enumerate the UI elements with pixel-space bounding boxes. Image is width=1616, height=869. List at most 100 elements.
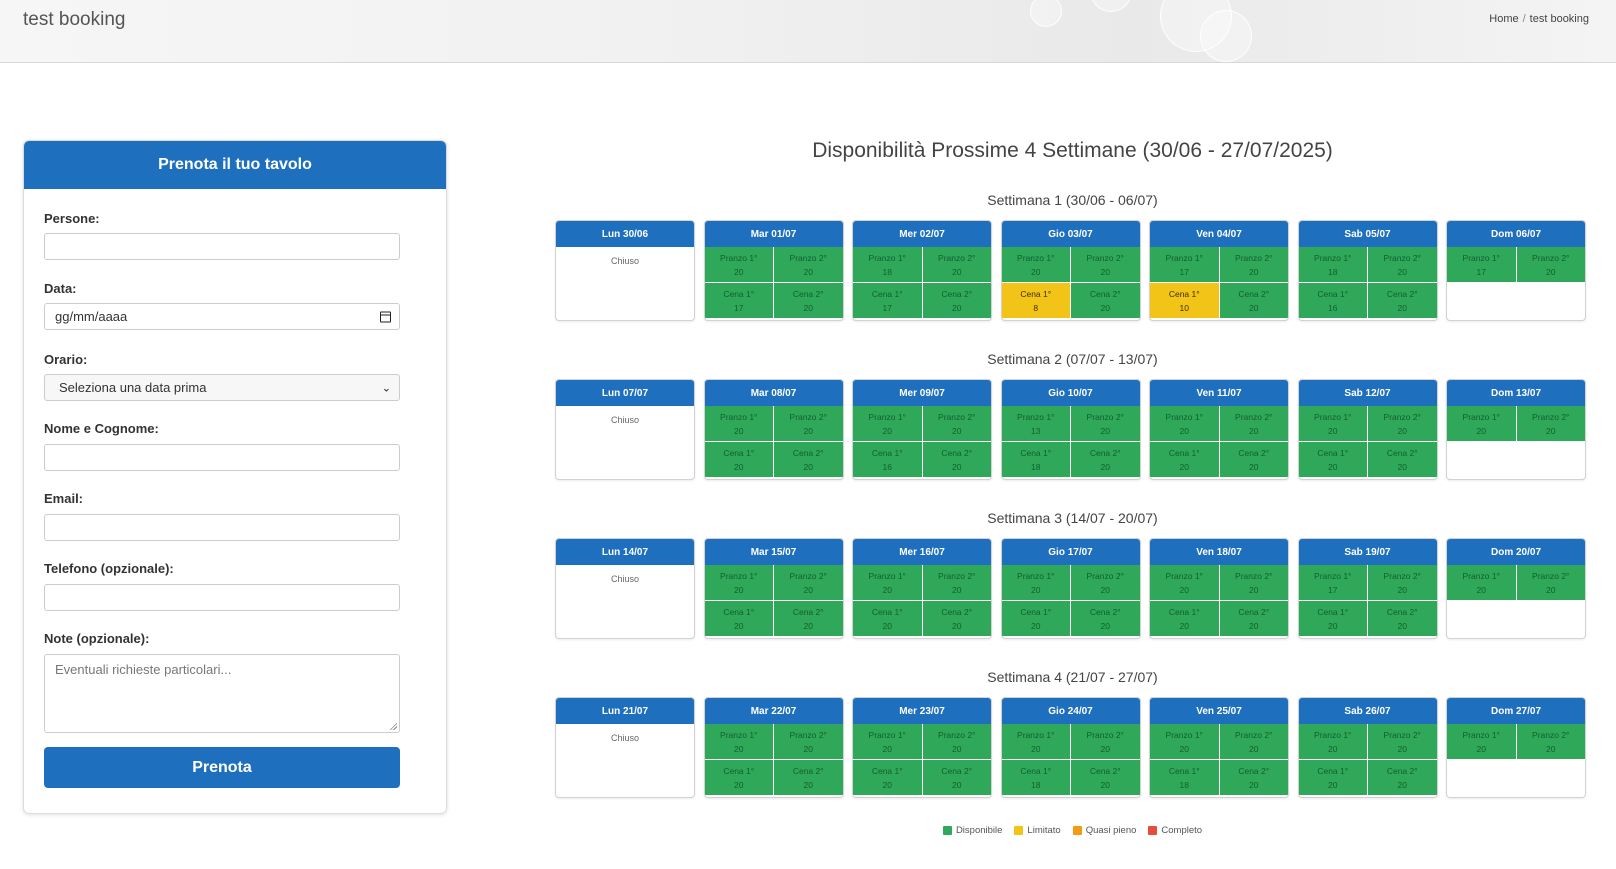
time-slot[interactable]: Pranzo 1° 20 [1447,565,1516,600]
time-slot[interactable]: Pranzo 1° 20 [853,565,922,600]
email-input[interactable] [44,514,400,541]
time-slot[interactable]: Pranzo 2° 20 [774,724,843,759]
time-slot[interactable]: Pranzo 2° 20 [1368,724,1437,759]
time-slot[interactable]: Cena 1° 20 [1298,442,1367,477]
time-slot[interactable]: Cena 1° 16 [853,442,922,477]
nome-input[interactable] [44,444,400,471]
time-slot[interactable]: Pranzo 2° 20 [1219,247,1288,282]
time-slot[interactable]: Pranzo 2° 20 [774,406,843,441]
time-slot[interactable]: Cena 2° 20 [1071,442,1140,477]
time-slot[interactable]: Pranzo 1° 20 [1150,724,1219,759]
time-slot[interactable]: Pranzo 1° 20 [1001,724,1070,759]
time-slot[interactable]: Cena 1° 20 [704,442,773,477]
time-slot[interactable]: Pranzo 2° 20 [1516,724,1585,759]
breadcrumb-home-link[interactable]: Home [1489,13,1519,25]
time-slot[interactable]: Cena 2° 20 [1368,601,1437,636]
time-slot[interactable]: Pranzo 1° 20 [1447,724,1516,759]
time-slot[interactable]: Cena 2° 20 [1219,442,1288,477]
time-slot[interactable]: Cena 2° 20 [922,283,991,318]
calendar-icon[interactable] [380,311,391,322]
time-slot[interactable]: Pranzo 1° 20 [1001,565,1070,600]
orario-select[interactable]: Seleziona una data prima ⌄ [44,374,400,401]
time-slot[interactable]: Pranzo 1° 17 [1150,247,1219,282]
time-slot[interactable]: Cena 2° 20 [922,601,991,636]
time-slot[interactable]: Pranzo 2° 20 [1368,406,1437,441]
time-slot[interactable]: Cena 2° 20 [1219,283,1288,318]
time-slot[interactable]: Cena 1° 18 [1150,760,1219,795]
time-slot[interactable]: Cena 2° 20 [774,442,843,477]
time-slot[interactable]: Cena 1° 10 [1150,283,1219,318]
slot-seats: 20 [1249,743,1259,754]
time-slot[interactable]: Pranzo 2° 20 [922,724,991,759]
time-slot[interactable]: Cena 1° 18 [1001,442,1070,477]
time-slot[interactable]: Cena 2° 20 [922,442,991,477]
time-slot[interactable]: Pranzo 2° 20 [1071,724,1140,759]
time-slot[interactable]: Pranzo 1° 20 [1001,247,1070,282]
time-slot[interactable]: Cena 1° 8 [1001,283,1070,318]
prenota-button[interactable]: Prenota [44,747,400,788]
time-slot[interactable]: Pranzo 1° 20 [704,406,773,441]
time-slot[interactable]: Pranzo 2° 20 [922,565,991,600]
time-slot[interactable]: Cena 1° 20 [1298,601,1367,636]
time-slot[interactable]: Cena 2° 20 [1219,601,1288,636]
time-slot[interactable]: Pranzo 1° 13 [1001,406,1070,441]
time-slot[interactable]: Cena 1° 20 [1298,760,1367,795]
time-slot[interactable]: Pranzo 1° 20 [704,247,773,282]
time-slot[interactable]: Pranzo 1° 20 [1447,406,1516,441]
time-slot[interactable]: Cena 2° 20 [1368,442,1437,477]
time-slot[interactable]: Pranzo 1° 18 [853,247,922,282]
time-slot[interactable]: Pranzo 2° 20 [1516,565,1585,600]
time-slot[interactable]: Cena 2° 20 [1071,283,1140,318]
persone-input[interactable] [44,233,400,260]
time-slot[interactable]: Pranzo 1° 20 [704,565,773,600]
note-textarea[interactable]: Eventuali richieste particolari... [44,654,400,733]
time-slot[interactable]: Pranzo 2° 20 [1516,247,1585,282]
time-slot[interactable]: Pranzo 1° 20 [853,406,922,441]
time-slot[interactable]: Cena 1° 20 [1150,442,1219,477]
time-slot[interactable]: Pranzo 1° 20 [704,724,773,759]
time-slot[interactable]: Pranzo 1° 18 [1298,247,1367,282]
time-slot[interactable]: Cena 2° 20 [774,283,843,318]
time-slot[interactable]: Cena 2° 20 [1219,760,1288,795]
time-slot[interactable]: Pranzo 2° 20 [1071,406,1140,441]
time-slot[interactable]: Pranzo 1° 20 [853,724,922,759]
time-slot[interactable]: Pranzo 2° 20 [1219,724,1288,759]
time-slot[interactable]: Cena 2° 20 [1368,283,1437,318]
time-slot[interactable]: Pranzo 2° 20 [1368,565,1437,600]
resize-handle-icon[interactable] [389,722,397,730]
time-slot[interactable]: Cena 2° 20 [1368,760,1437,795]
time-slot[interactable]: Cena 2° 20 [922,760,991,795]
time-slot[interactable]: Pranzo 1° 17 [1298,565,1367,600]
time-slot[interactable]: Pranzo 2° 20 [922,247,991,282]
time-slot[interactable]: Cena 1° 20 [853,760,922,795]
time-slot[interactable]: Pranzo 1° 20 [1298,724,1367,759]
time-slot[interactable]: Cena 1° 20 [704,601,773,636]
time-slot[interactable]: Cena 1° 16 [1298,283,1367,318]
time-slot[interactable]: Pranzo 2° 20 [1368,247,1437,282]
time-slot[interactable]: Pranzo 1° 17 [1447,247,1516,282]
time-slot[interactable]: Pranzo 2° 20 [1071,565,1140,600]
time-slot[interactable]: Cena 2° 20 [774,760,843,795]
time-slot[interactable]: Cena 1° 20 [1150,601,1219,636]
time-slot[interactable]: Pranzo 1° 20 [1150,565,1219,600]
telefono-input[interactable] [44,584,400,611]
time-slot[interactable]: Cena 1° 17 [853,283,922,318]
time-slot[interactable]: Pranzo 1° 20 [1150,406,1219,441]
time-slot[interactable]: Cena 1° 20 [1001,601,1070,636]
time-slot[interactable]: Cena 2° 20 [1071,601,1140,636]
time-slot[interactable]: Pranzo 2° 20 [1219,565,1288,600]
time-slot[interactable]: Pranzo 2° 20 [1071,247,1140,282]
date-input[interactable]: gg/mm/aaaa [44,303,400,330]
time-slot[interactable]: Pranzo 2° 20 [774,565,843,600]
time-slot[interactable]: Cena 1° 20 [704,760,773,795]
time-slot[interactable]: Pranzo 2° 20 [1516,406,1585,441]
time-slot[interactable]: Cena 1° 18 [1001,760,1070,795]
time-slot[interactable]: Cena 2° 20 [774,601,843,636]
time-slot[interactable]: Cena 1° 20 [853,601,922,636]
time-slot[interactable]: Pranzo 2° 20 [774,247,843,282]
time-slot[interactable]: Cena 2° 20 [1071,760,1140,795]
time-slot[interactable]: Pranzo 2° 20 [1219,406,1288,441]
time-slot[interactable]: Pranzo 2° 20 [922,406,991,441]
time-slot[interactable]: Cena 1° 17 [704,283,773,318]
time-slot[interactable]: Pranzo 1° 20 [1298,406,1367,441]
